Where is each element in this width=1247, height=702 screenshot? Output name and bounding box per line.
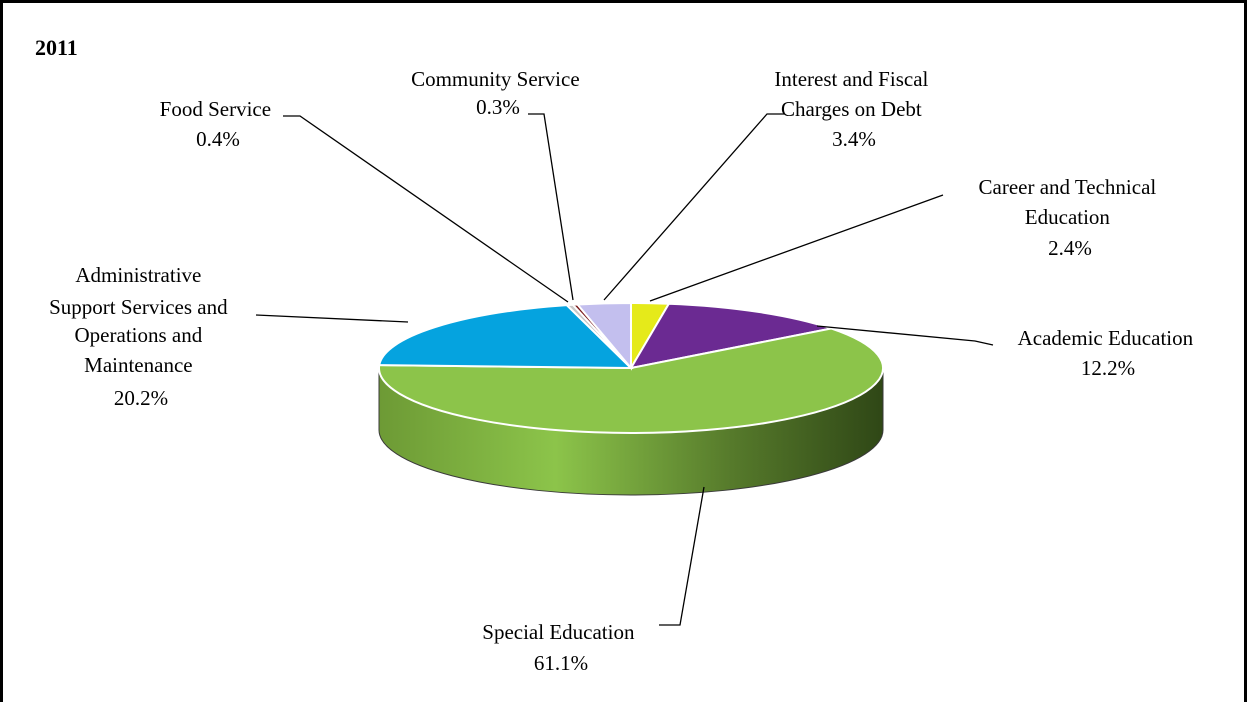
label-academic-education: Academic Education 12.2% [1018,326,1199,380]
label-interest-fiscal-charges: Interest and Fiscal Charges on Debt 3.4% [774,67,933,151]
leader-line-special-education [659,486,705,626]
leader-line-food-service [283,115,569,303]
chart-title: 2011 [35,35,78,60]
label-community-service: Community Service 0.3% [411,67,585,119]
label-administrative-support: Administrative Support Services and Oper… [49,263,233,410]
pie-slice-administrative-support-services-and-operations-and-maintenance [378,304,634,370]
label-food-service: Food Service 0.4% [160,97,277,151]
leader-lines [255,113,994,626]
leader-line-community-service [528,113,574,301]
leader-line-interest-and-fiscal-charges-on-debt [603,113,784,301]
pie-top-faces [378,301,884,434]
pie-slice-interest-and-fiscal-charges-on-debt [575,301,632,371]
label-career-technical: Career and Technical Education 2.4% [979,175,1162,260]
pie-slice-academic-education [629,302,835,370]
pie-slice-special-education [378,327,884,434]
leader-line-career-and-technical-education [649,194,944,302]
leader-line-administrative-support-services-and-operations-and-maintenance [255,314,409,323]
leader-line-academic-education [816,325,994,346]
label-special-education: Special Education 61.1% [482,620,639,675]
